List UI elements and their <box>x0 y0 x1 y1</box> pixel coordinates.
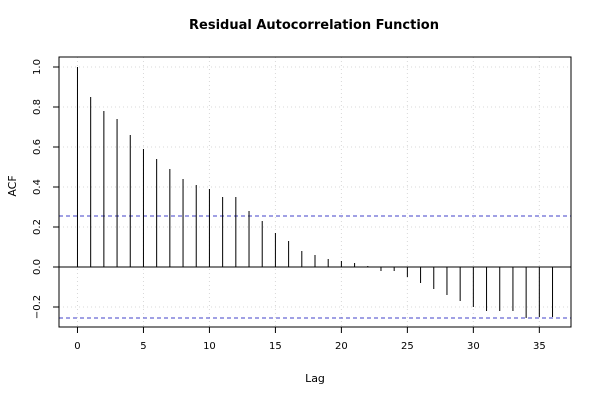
x-tick-label: 25 <box>401 341 414 352</box>
grid <box>59 57 571 327</box>
x-tick-label: 0 <box>74 341 80 352</box>
x-tick-label: 35 <box>533 341 546 352</box>
y-tick-label: 0.2 <box>32 219 43 235</box>
y-tick-label: 0.6 <box>32 139 43 155</box>
y-tick-label: 1.0 <box>32 59 43 75</box>
x-tick-label: 5 <box>140 341 146 352</box>
x-tick-label: 30 <box>467 341 480 352</box>
x-tick-label: 15 <box>269 341 282 352</box>
y-axis: −0.2 0.0 0.2 0.4 0.6 0.8 1.0 <box>32 59 60 319</box>
x-tick-label: 20 <box>335 341 348 352</box>
y-axis-label: ACF <box>6 175 19 196</box>
chart-title: Residual Autocorrelation Function <box>189 18 439 33</box>
y-tick-label: 0.8 <box>32 99 43 115</box>
x-axis-label: Lag <box>305 372 325 385</box>
x-axis: 0 5 10 15 20 25 30 35 <box>74 326 546 352</box>
acf-bars <box>76 67 554 318</box>
confidence-bounds <box>59 215 571 319</box>
y-tick-label: 0.4 <box>32 179 43 195</box>
y-tick-label: −0.2 <box>32 295 43 319</box>
plot-frame <box>58 56 572 328</box>
x-tick-label: 10 <box>203 341 216 352</box>
y-tick-label: 0.0 <box>32 259 43 275</box>
